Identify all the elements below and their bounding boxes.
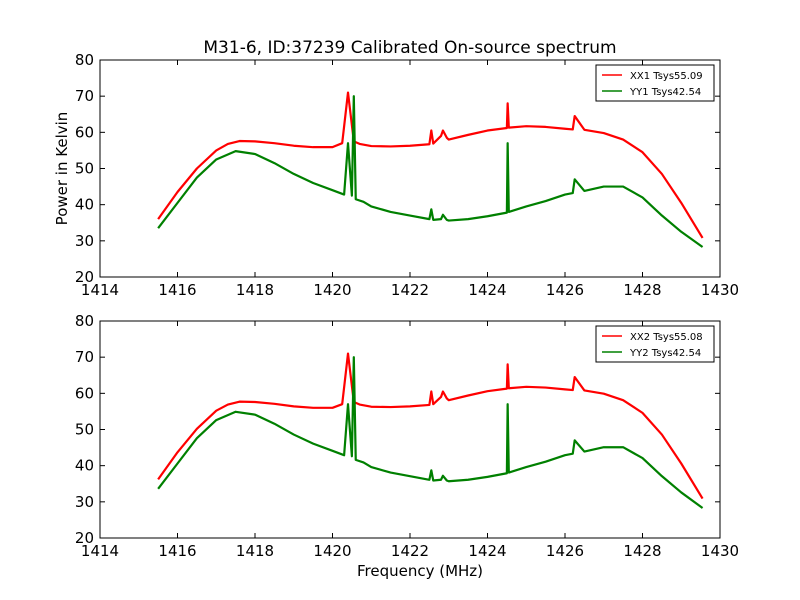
x-tick-label: 1422 bbox=[391, 542, 429, 560]
x-tick-label: 1418 bbox=[236, 281, 274, 299]
y-tick-label: 70 bbox=[75, 348, 94, 366]
legend: XX1 Tsys55.09 YY1 Tsys42.54 bbox=[595, 64, 715, 102]
x-tick-label: 1420 bbox=[313, 542, 351, 560]
chart-panel-1: 1414 1416 1418 1420 1422 1424 1426 1428 1430 20 30… bbox=[53, 51, 739, 299]
series-line-2 bbox=[157, 95, 704, 248]
legend-box bbox=[595, 325, 715, 363]
y-tick-label: 30 bbox=[75, 493, 94, 511]
y-tick-label: 20 bbox=[75, 529, 94, 547]
x-tick-label: 1420 bbox=[313, 281, 351, 299]
series-line-1 bbox=[157, 91, 704, 239]
legend-box bbox=[595, 64, 715, 102]
x-tick-label: 1430 bbox=[701, 281, 739, 299]
x-tick-label: 1428 bbox=[623, 542, 661, 560]
x-tick-label: 1418 bbox=[236, 542, 274, 560]
y-tick-label: 50 bbox=[75, 421, 94, 439]
series-line-2 bbox=[157, 356, 704, 509]
y-tick-label: 40 bbox=[75, 457, 94, 475]
x-tick-label: 1416 bbox=[158, 281, 196, 299]
x-tick-label: 1426 bbox=[546, 542, 584, 560]
x-tick-label: 1414 bbox=[81, 281, 119, 299]
y-tick-label: 30 bbox=[75, 232, 94, 250]
y-tick-label: 70 bbox=[75, 87, 94, 105]
x-tick-label: 1416 bbox=[158, 542, 196, 560]
x-tick-label: 1424 bbox=[468, 542, 506, 560]
y-tick-label: 60 bbox=[75, 123, 94, 141]
y-tick-label: 60 bbox=[75, 384, 94, 402]
x-tick-label: 1422 bbox=[391, 281, 429, 299]
y-tick-label: 50 bbox=[75, 160, 94, 178]
y-axis-label: Power in Kelvin bbox=[53, 112, 71, 226]
legend-label: YY2 Tsys42.54 bbox=[629, 348, 701, 359]
chart-panel-2: 1414 1416 1418 1420 1422 1424 1426 1428 1430 20 30… bbox=[75, 312, 739, 580]
legend-label: XX1 Tsys55.09 bbox=[630, 71, 703, 82]
x-tick-label: 1428 bbox=[623, 281, 661, 299]
series-line-1 bbox=[157, 352, 704, 500]
x-tick-label: 1426 bbox=[546, 281, 584, 299]
x-tick-label: 1430 bbox=[701, 542, 739, 560]
y-tick-label: 80 bbox=[75, 51, 94, 69]
legend-label: XX2 Tsys55.08 bbox=[630, 332, 703, 343]
x-tick-label: 1424 bbox=[468, 281, 506, 299]
chart-panels: 1414 1416 1418 1420 1422 1424 1426 1428 1430 20 30… bbox=[53, 51, 739, 580]
y-tick-label: 40 bbox=[75, 196, 94, 214]
x-axis-label: Frequency (MHz) bbox=[357, 562, 483, 580]
y-tick-label: 20 bbox=[75, 268, 94, 286]
legend-label: YY1 Tsys42.54 bbox=[629, 87, 701, 98]
x-tick-label: 1414 bbox=[81, 542, 119, 560]
figure-title: M31-6, ID:37239 Calibrated On-source spe… bbox=[203, 38, 616, 58]
legend: XX2 Tsys55.08 YY2 Tsys42.54 bbox=[595, 325, 715, 363]
y-tick-label: 80 bbox=[75, 312, 94, 330]
